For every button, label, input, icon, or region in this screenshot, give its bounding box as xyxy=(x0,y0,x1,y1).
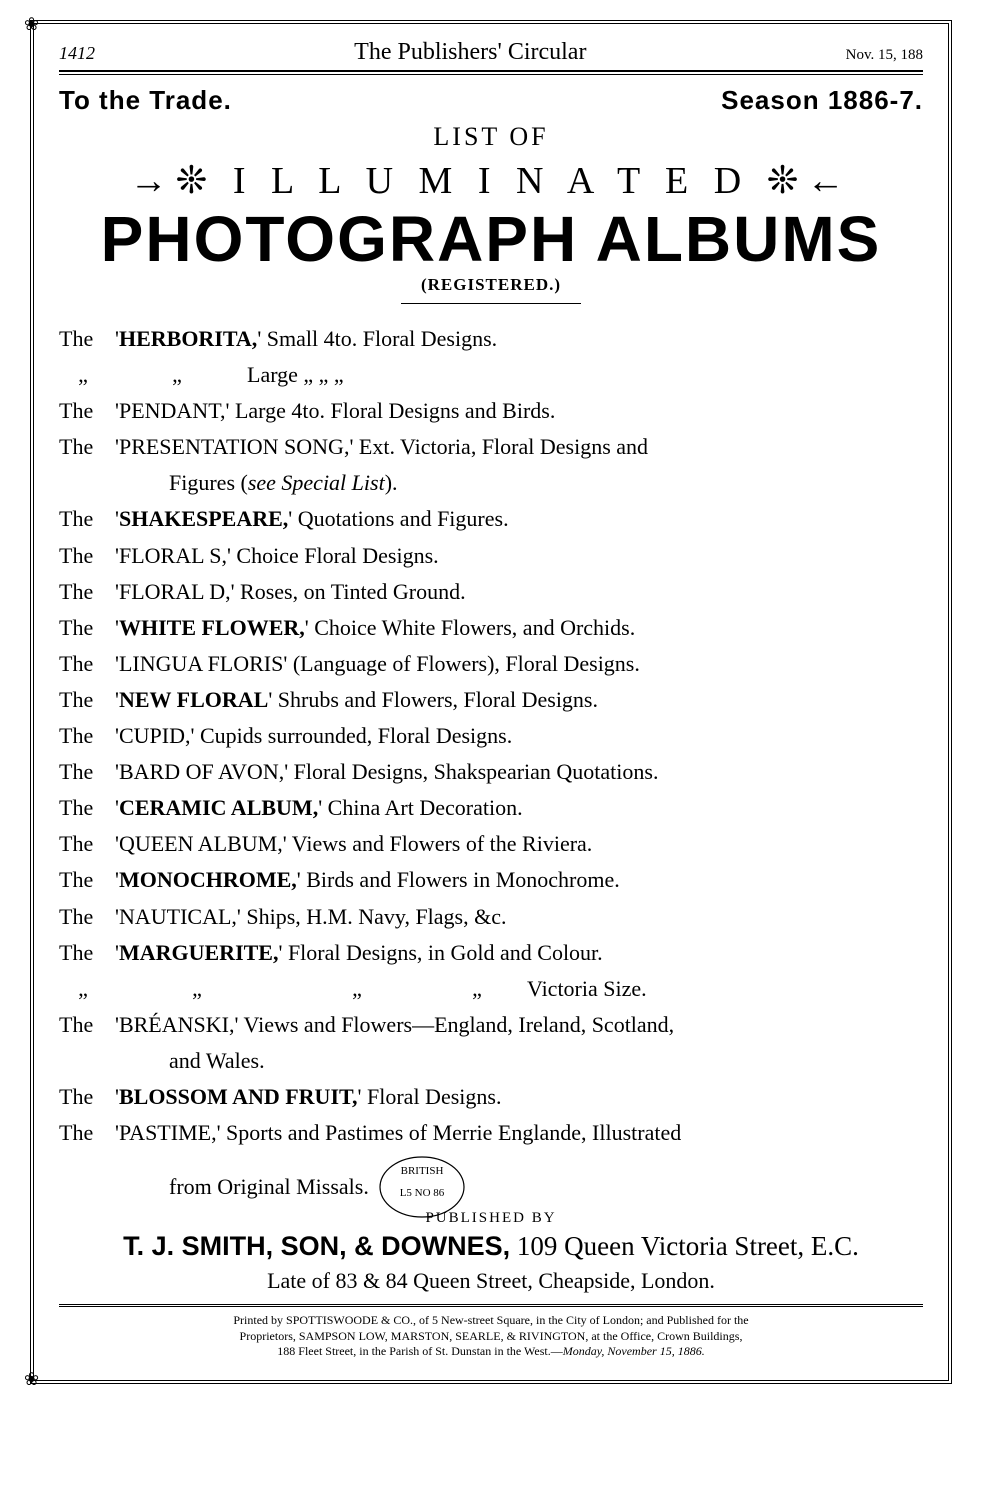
divider xyxy=(401,303,581,304)
entry-13: The 'CERAMIC ALBUM,' China Art Decoratio… xyxy=(59,791,923,825)
entry-19: The 'BRÉANSKI,' Views and Flowers—Englan… xyxy=(59,1008,923,1042)
entry-8: The 'WHITE FLOWER,' Choice White Flowers… xyxy=(59,611,923,645)
footer-rule xyxy=(59,1304,923,1307)
entry-6: The 'FLORAL S,' Choice Floral Designs. xyxy=(59,539,923,573)
trade-row: To the Trade. Season 1886-7. xyxy=(59,85,923,116)
season-label: Season 1886-7. xyxy=(721,85,923,116)
publication-date: Nov. 15, 188 xyxy=(846,47,923,64)
illuminated-heading: →❊ I L L U M I N A T E D ❊← xyxy=(59,158,923,203)
colophon-line-1: Printed by SPOTTISWOODE & CO., of 5 New-… xyxy=(59,1313,923,1329)
entry-2: The 'PENDANT,' Large 4to. Floral Designs… xyxy=(59,394,923,428)
entry-12: The 'BARD OF AVON,' Floral Designs, Shak… xyxy=(59,755,923,789)
entry-16: The 'NAUTICAL,' Ships, H.M. Navy, Flags,… xyxy=(59,900,923,934)
entries-list: The'HERBORITA,' Small 4to. Floral Design… xyxy=(59,322,923,1222)
entry-22: The 'PASTIME,' Sports and Pastimes of Me… xyxy=(59,1116,923,1150)
published-by-label: PUBLISHED BY xyxy=(59,1210,923,1227)
entry-0: The'HERBORITA,' Small 4to. Floral Design… xyxy=(59,322,923,356)
ornament-bottom-left: ❀ xyxy=(24,1369,39,1390)
entry-1: „„Large „ „ „ xyxy=(59,358,923,392)
registered-label: (REGISTERED.) xyxy=(59,275,923,295)
entry-14: The 'QUEEN ALBUM,' Views and Flowers of … xyxy=(59,827,923,861)
ornament-right: ❊← xyxy=(767,160,853,202)
ornament-left: →❊ xyxy=(129,160,215,202)
entry-5: The 'SHAKESPEARE,' Quotations and Figure… xyxy=(59,502,923,536)
late-of-line: Late of 83 & 84 Queen Street, Cheapside,… xyxy=(59,1268,923,1294)
publisher-address: 109 Queen Victoria Street, E.C. xyxy=(510,1231,859,1261)
entry-3: The 'PRESENTATION SONG,' Ext. Victoria, … xyxy=(59,430,923,464)
entry-7: The 'FLORAL D,' Roses, on Tinted Ground. xyxy=(59,575,923,609)
journal-title: The Publishers' Circular xyxy=(95,39,846,66)
entry-9: The 'LINGUA FLORIS' (Language of Flowers… xyxy=(59,647,923,681)
colophon-line-2: Proprietors, SAMPSON LOW, MARSTON, SEARL… xyxy=(59,1329,923,1345)
entry-20: and Wales. xyxy=(59,1044,923,1078)
entry-18: „„„„Victoria Size. xyxy=(59,972,923,1006)
page-frame: ❀ ❀ 1412 The Publishers' Circular Nov. 1… xyxy=(30,20,952,1384)
entry-11: The 'CUPID,' Cupids surrounded, Floral D… xyxy=(59,719,923,753)
entry-21: The 'BLOSSOM AND FRUIT,' Floral Designs. xyxy=(59,1080,923,1114)
list-of-heading: LIST OF xyxy=(59,122,923,152)
svg-text:L5 NO 86: L5 NO 86 xyxy=(400,1187,445,1199)
illuminated-text: I L L U M I N A T E D xyxy=(233,160,749,202)
colophon: Printed by SPOTTISWOODE & CO., of 5 New-… xyxy=(59,1313,923,1360)
photograph-albums-heading: PHOTOGRAPH ALBUMS xyxy=(59,207,923,271)
page-number: 1412 xyxy=(59,43,95,64)
entry-15: The 'MONOCHROME,' Birds and Flowers in M… xyxy=(59,863,923,897)
svg-text:BRITISH: BRITISH xyxy=(400,1165,443,1177)
publisher-firm: T. J. SMITH, SON, & DOWNES, xyxy=(123,1231,510,1261)
publisher-line: T. J. SMITH, SON, & DOWNES, 109 Queen Vi… xyxy=(59,1231,923,1262)
header-row: 1412 The Publishers' Circular Nov. 15, 1… xyxy=(59,39,923,72)
colophon-line-3: 188 Fleet Street, in the Parish of St. D… xyxy=(59,1344,923,1360)
ornament-top-left: ❀ xyxy=(24,14,39,35)
to-the-trade: To the Trade. xyxy=(59,85,232,116)
entry-10: The 'NEW FLORAL' Shrubs and Flowers, Flo… xyxy=(59,683,923,717)
entry-4: Figures (see Special List). xyxy=(59,466,923,500)
entry-17: The 'MARGUERITE,' Floral Designs, in Gol… xyxy=(59,936,923,970)
